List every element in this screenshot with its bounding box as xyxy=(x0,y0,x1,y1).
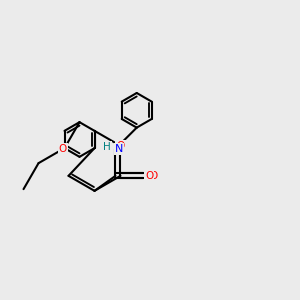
Text: H: H xyxy=(103,142,111,152)
Text: O: O xyxy=(145,171,153,181)
Text: O: O xyxy=(149,171,158,181)
Text: N: N xyxy=(115,144,123,154)
Text: O: O xyxy=(59,144,67,154)
Text: O: O xyxy=(116,141,124,151)
